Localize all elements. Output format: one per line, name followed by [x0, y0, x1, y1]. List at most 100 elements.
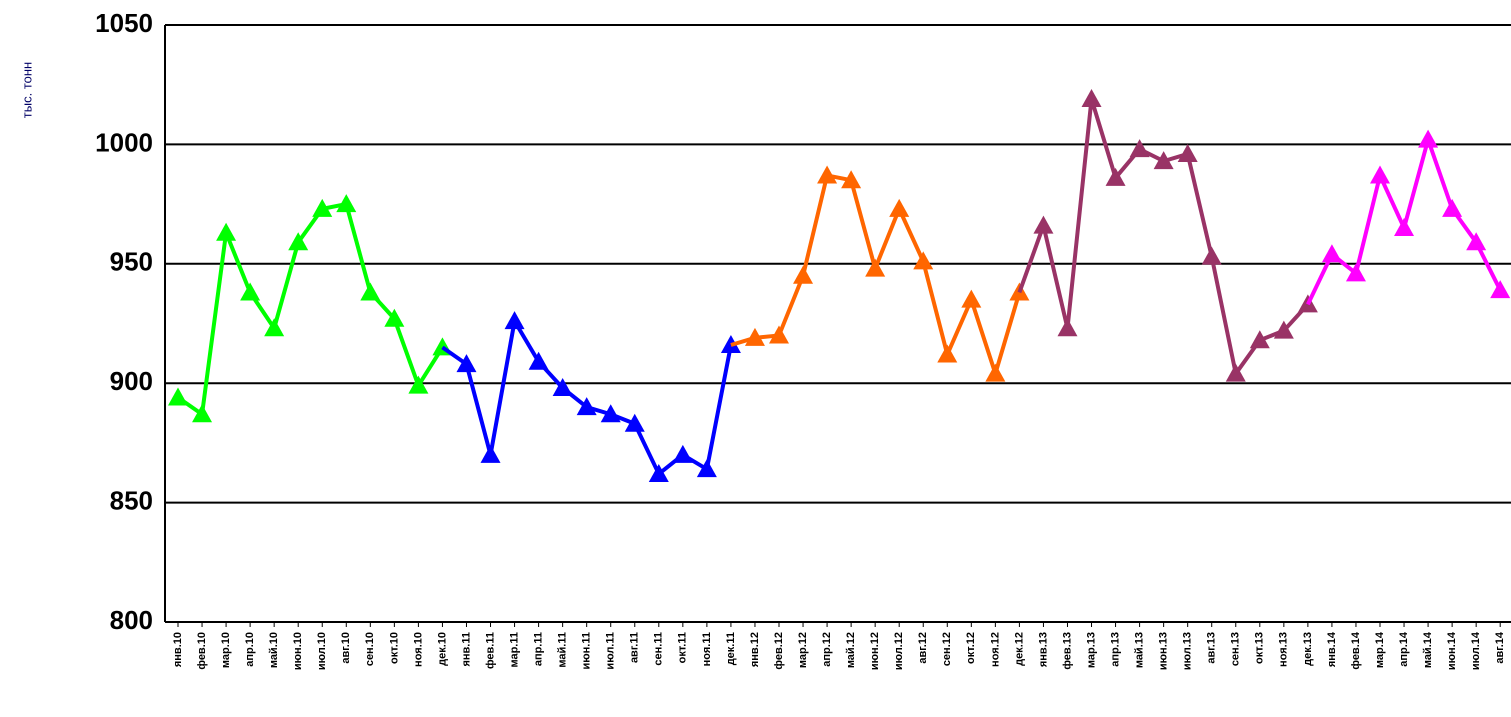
marker: [841, 170, 862, 189]
x-tick-label: сен.12: [941, 632, 953, 666]
x-tick-label: апр.14: [1398, 631, 1410, 667]
x-tick-label: янв.10: [172, 632, 184, 667]
y-axis-label: тыс. тонн: [19, 62, 34, 118]
marker: [865, 258, 886, 277]
marker: [168, 387, 188, 406]
marker: [1033, 215, 1054, 234]
series-line: [1041, 97, 1310, 376]
x-tick-label: июл.11: [605, 632, 617, 670]
marker: [1418, 129, 1439, 148]
marker: [456, 354, 477, 373]
x-tick-label: сен.10: [364, 632, 376, 666]
marker: [1394, 217, 1415, 236]
marker: [672, 444, 693, 463]
x-tick-label: май.13: [1134, 632, 1146, 668]
x-tick-label: авг.14: [1494, 631, 1506, 664]
marker: [192, 404, 213, 423]
series-line: [176, 202, 445, 417]
x-tick-label: июл.10: [316, 632, 328, 670]
connector: [1306, 253, 1334, 306]
x-tick-label: май.10: [268, 632, 280, 668]
marker: [504, 311, 525, 330]
x-tick-label: сен.11: [653, 632, 665, 666]
x-tick-label: фев.12: [773, 632, 785, 670]
connector: [1017, 224, 1046, 294]
marker: [600, 404, 621, 423]
marker: [1273, 320, 1294, 339]
x-tick-label: июл.12: [893, 632, 905, 670]
marker: [937, 344, 958, 363]
x-tick-label: мар.13: [1085, 632, 1097, 668]
x-tick-label: сен.13: [1230, 632, 1242, 666]
x-tick-label: ноя.12: [989, 632, 1001, 667]
marker: [288, 232, 309, 251]
x-tick-label: янв.14: [1326, 631, 1338, 667]
marker: [744, 327, 765, 346]
series-line: [1330, 137, 1502, 291]
x-tick-label: авг.11: [629, 632, 641, 663]
x-tick-label: июн.12: [869, 632, 881, 670]
marker: [528, 351, 549, 370]
x-tick-label: май.11: [557, 632, 569, 668]
x-tick-label: авг.10: [340, 632, 352, 664]
marker: [1057, 318, 1078, 337]
y-tick-label: 950: [110, 247, 153, 277]
x-tick-label: авг.12: [917, 632, 929, 664]
marker: [817, 165, 838, 184]
marker: [1081, 89, 1102, 108]
x-tick-label: мар.11: [508, 632, 520, 668]
x-tick-label: дек.13: [1302, 632, 1314, 666]
marker: [1225, 363, 1246, 382]
marker: [552, 377, 573, 396]
x-tick-label: апр.10: [244, 632, 256, 667]
marker: [769, 325, 789, 344]
x-tick-label: фев.10: [196, 632, 208, 670]
x-tick-label: ноя.10: [412, 632, 424, 667]
marker: [1345, 263, 1366, 282]
marker: [913, 251, 934, 270]
series-line: [754, 173, 1022, 376]
marker: [696, 459, 717, 478]
marker: [1177, 143, 1198, 162]
x-tick-label: окт.11: [677, 632, 689, 663]
marker: [408, 375, 429, 394]
x-tick-label: окт.10: [388, 632, 400, 664]
x-tick-label: окт.12: [965, 632, 977, 664]
x-tick-label: мар.12: [797, 632, 809, 668]
x-tick-label: ноя.13: [1278, 632, 1290, 667]
marker: [1466, 232, 1487, 251]
marker: [961, 289, 982, 308]
x-tick-label: дек.12: [1013, 632, 1025, 666]
marker: [1321, 244, 1342, 263]
x-tick-label: апр.11: [533, 632, 545, 666]
y-tick-label: 800: [110, 605, 153, 635]
x-tick-label: июн.14: [1446, 631, 1458, 670]
marker: [889, 198, 910, 217]
y-tick-label: 850: [110, 485, 153, 515]
x-tick-label: фев.13: [1061, 632, 1073, 670]
x-tick-label: янв.11: [460, 632, 472, 667]
marker: [1370, 165, 1390, 184]
marker: [1105, 167, 1126, 186]
marker: [1129, 139, 1150, 158]
marker: [1490, 280, 1511, 299]
marker: [384, 308, 405, 327]
x-tick-label: апр.12: [821, 632, 833, 667]
x-tick-label: июл.14: [1470, 631, 1482, 670]
marker: [1442, 198, 1463, 217]
marker: [1249, 330, 1270, 349]
x-tick-label: мар.10: [220, 632, 232, 668]
marker: [648, 463, 669, 482]
x-tick-label: май.12: [845, 632, 857, 668]
marker: [576, 397, 597, 416]
marker: [624, 413, 645, 432]
x-tick-label: янв.12: [749, 632, 761, 667]
marker: [985, 363, 1006, 382]
x-tick-label: июн.10: [292, 632, 304, 670]
series-line: [464, 319, 733, 476]
y-tick-label: 900: [110, 366, 153, 396]
marker: [216, 222, 237, 241]
marker: [264, 318, 285, 337]
